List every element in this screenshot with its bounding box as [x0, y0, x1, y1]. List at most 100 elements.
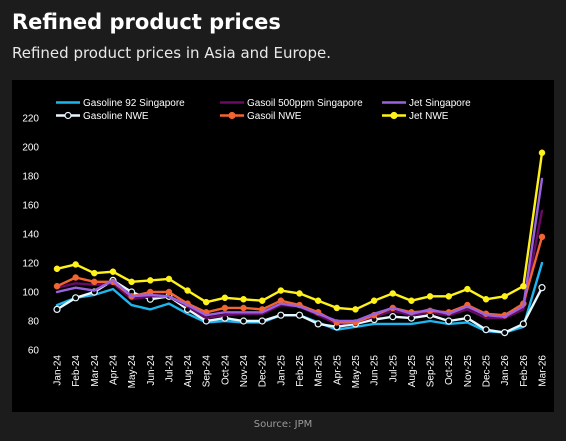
data-point [389, 290, 397, 297]
data-point [239, 317, 248, 325]
legend-item: Gasoil NWE [220, 111, 302, 122]
legend-label: Gasoline 92 Singapore [83, 98, 185, 109]
data-point [258, 297, 266, 304]
chart-panel: 60 80 100 120 140 160 180 200 220 Jan-24 Feb-24 Mar… [12, 80, 554, 412]
data-point [295, 311, 304, 319]
legend-item: Jet NWE [382, 111, 449, 122]
data-point [389, 313, 397, 321]
x-tick-label: Jun-25 [370, 355, 381, 386]
data-point [53, 265, 61, 273]
data-point [277, 287, 285, 294]
data-point [501, 329, 509, 337]
y-tick-label: 220 [22, 114, 39, 125]
page-subtitle: Refined product prices in Asia and Europ… [12, 44, 331, 62]
x-tick-label: Feb-26 [519, 355, 530, 387]
legend-marker [64, 111, 72, 120]
x-tick-label: Jan-26 [500, 355, 511, 386]
x-tick-label: Mar-26 [538, 355, 549, 387]
legend-label: Gasoil 500ppm Singapore [247, 98, 363, 109]
legend: Gasoline 92 Singapore Gasoil 500ppm Singa… [56, 98, 471, 122]
page-title: Refined product prices [12, 10, 281, 34]
data-point [72, 294, 80, 302]
legend-label: Gasoil NWE [247, 111, 302, 122]
x-tick-label: Nov-24 [239, 355, 250, 388]
y-tick-label: 140 [22, 230, 39, 241]
data-point [221, 294, 229, 302]
y-tick-label: 200 [22, 143, 39, 154]
data-point [482, 326, 490, 334]
legend-item: Jet Singapore [382, 98, 471, 109]
data-point [91, 278, 98, 286]
x-tick-label: May-25 [351, 355, 362, 389]
x-tick-label: Jul-25 [388, 355, 399, 383]
legend-marker [390, 111, 398, 120]
data-point [165, 288, 173, 296]
data-point [91, 269, 98, 277]
data-point [426, 293, 434, 300]
data-point [184, 287, 191, 294]
x-tick-label: Apr-24 [108, 355, 119, 385]
y-tick-label: 120 [22, 259, 39, 270]
y-axis: 60 80 100 120 140 160 180 200 220 [22, 114, 39, 357]
data-point [538, 233, 546, 241]
data-point [240, 296, 247, 303]
x-tick-label: Sep-24 [202, 355, 213, 388]
data-point [445, 317, 453, 325]
y-tick-label: 180 [22, 172, 39, 183]
data-point [370, 297, 378, 304]
legend-item: Gasoline 92 Singapore [56, 98, 185, 109]
data-point [445, 293, 452, 300]
series-jet-nwe [53, 149, 546, 313]
x-tick-label: Feb-24 [71, 355, 82, 387]
data-point [538, 284, 546, 292]
legend-label: Jet NWE [409, 111, 449, 122]
data-point [538, 149, 546, 157]
legend-marker [228, 111, 236, 120]
x-tick-label: Sep-25 [426, 355, 437, 388]
x-tick-label: Apr-25 [332, 355, 343, 385]
x-tick-label: Aug-25 [407, 355, 418, 388]
data-point [463, 314, 471, 322]
y-tick-label: 160 [22, 201, 39, 212]
x-tick-label: Jul-24 [164, 355, 175, 383]
x-tick-label: Dec-25 [482, 355, 493, 388]
x-tick-label: Jan-25 [276, 355, 287, 386]
data-point [165, 275, 173, 283]
data-point [240, 304, 247, 312]
data-point [352, 306, 359, 313]
data-point [109, 268, 117, 275]
series-jet-singapore [55, 177, 544, 323]
x-tick-label: Nov-25 [463, 355, 474, 388]
x-tick-label: Jan-24 [53, 355, 64, 386]
x-tick-label: Oct-24 [220, 355, 231, 385]
data-point [501, 293, 508, 300]
legend-item: Gasoil 500ppm Singapore [220, 98, 363, 109]
x-tick-label: Mar-24 [90, 355, 101, 387]
legend-item: Gasoline NWE [56, 111, 149, 122]
series-line [55, 151, 544, 311]
data-point [314, 297, 322, 304]
source-note: Source: JPM [253, 419, 313, 430]
data-point [519, 320, 527, 328]
data-point [221, 304, 229, 312]
y-tick-label: 80 [28, 317, 40, 328]
x-tick-label: Oct-25 [444, 355, 455, 385]
legend-label: Gasoline NWE [83, 111, 149, 122]
series-line [55, 177, 544, 323]
y-tick-label: 60 [28, 346, 40, 357]
data-point [464, 285, 471, 293]
data-point [296, 290, 303, 297]
x-tick-label: Feb-25 [295, 355, 306, 387]
x-tick-label: Aug-24 [183, 355, 194, 388]
y-tick-label: 100 [22, 288, 39, 299]
data-point [314, 320, 322, 328]
data-point [408, 297, 415, 304]
data-point [202, 298, 210, 306]
data-point [72, 274, 79, 281]
x-tick-label: May-24 [127, 355, 138, 389]
data-point [72, 261, 79, 268]
legend-label: Jet Singapore [409, 98, 471, 109]
data-point [53, 282, 61, 290]
data-point [520, 282, 527, 290]
data-point [277, 311, 285, 319]
